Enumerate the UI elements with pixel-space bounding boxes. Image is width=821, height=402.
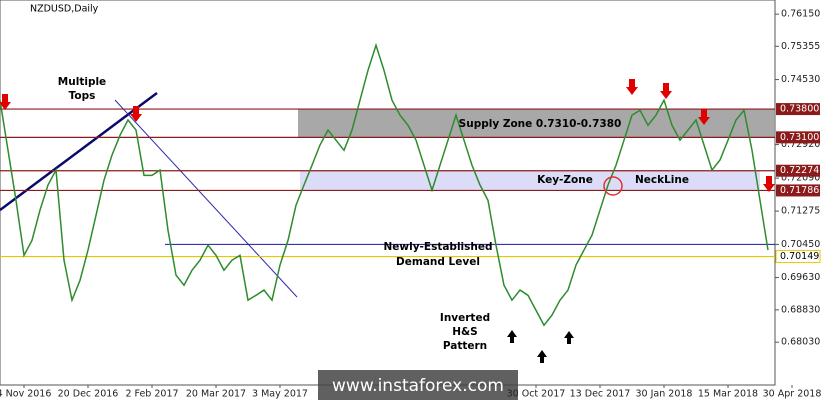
annotation: Demand Level — [396, 256, 480, 268]
y-tick-label: 0.68830 — [781, 304, 820, 315]
annotation: Newly-Established — [383, 241, 492, 253]
up-arrow — [507, 330, 517, 343]
x-tick-label: 20 Mar 2017 — [186, 389, 246, 400]
watermark: www.instaforex.com — [332, 376, 504, 396]
x-tick-label: 3 May 2017 — [252, 389, 308, 400]
level-label-box — [776, 103, 820, 116]
annotation: NeckLine — [635, 174, 689, 186]
x-tick-label: 13 Dec 2017 — [570, 389, 631, 400]
y-tick-label: 0.70450 — [781, 239, 820, 250]
down-arrow — [763, 176, 775, 192]
x-tick-label: 30 Jan 2018 — [636, 389, 693, 400]
down-arrow — [660, 83, 672, 99]
level-label-box — [775, 250, 821, 264]
y-tick-label: 0.71275 — [781, 206, 820, 217]
down-arrow — [626, 79, 638, 95]
trend-line — [114, 99, 298, 298]
x-tick-label: 15 Mar 2018 — [698, 389, 758, 400]
level-label: 0.73800 — [780, 104, 819, 115]
y-tick-label: 0.69630 — [781, 272, 820, 283]
level-label: 0.70149 — [780, 251, 819, 262]
y-tick-label: 0.68030 — [781, 337, 820, 348]
y-tick-label: 0.75355 — [781, 41, 820, 52]
annotation: Tops — [69, 90, 96, 102]
y-tick-label: 0.72920 — [781, 139, 820, 150]
up-arrows — [507, 330, 574, 363]
up-arrow — [564, 331, 574, 344]
annotation: Pattern — [443, 340, 487, 352]
annotation: Key-Zone — [537, 174, 593, 186]
annotation: H&S — [452, 326, 478, 338]
level-label-box — [776, 131, 820, 144]
x-tick-label: 2 Feb 2017 — [125, 389, 178, 400]
down-arrow — [698, 109, 710, 125]
down-arrow — [0, 94, 11, 110]
x-tick-label: 4 Nov 2016 — [0, 389, 51, 400]
x-tick-label: 20 Dec 2016 — [58, 389, 119, 400]
up-arrow — [537, 350, 547, 363]
x-tick-label: 30 Oct 2017 — [507, 389, 566, 400]
neckline-marker — [603, 176, 623, 196]
y-tick-label: 0.72090 — [781, 173, 820, 184]
key-zone — [300, 170, 760, 191]
x-tick-label: 30 Apr 2018 — [763, 389, 821, 400]
y-tick-label: 0.76150 — [781, 9, 820, 20]
arrows — [0, 79, 775, 192]
down-arrow — [130, 106, 142, 122]
watermark-box — [318, 370, 518, 400]
price-line — [0, 42, 769, 327]
level-label: 0.73100 — [780, 132, 819, 143]
annotation: Supply Zone 0.7310-0.7380 — [459, 118, 622, 130]
level-label-box — [776, 164, 820, 177]
supply-zone — [298, 109, 775, 138]
level-label: 0.72274 — [780, 165, 819, 176]
level-label-box — [776, 184, 820, 197]
annotation: Multiple — [58, 76, 106, 88]
level-label: 0.71786 — [780, 185, 819, 196]
y-tick-label: 0.74530 — [781, 74, 820, 85]
plot-area — [0, 0, 776, 386]
chart-title: NZDUSD,Daily — [30, 4, 99, 15]
annotation: Inverted — [440, 312, 490, 324]
